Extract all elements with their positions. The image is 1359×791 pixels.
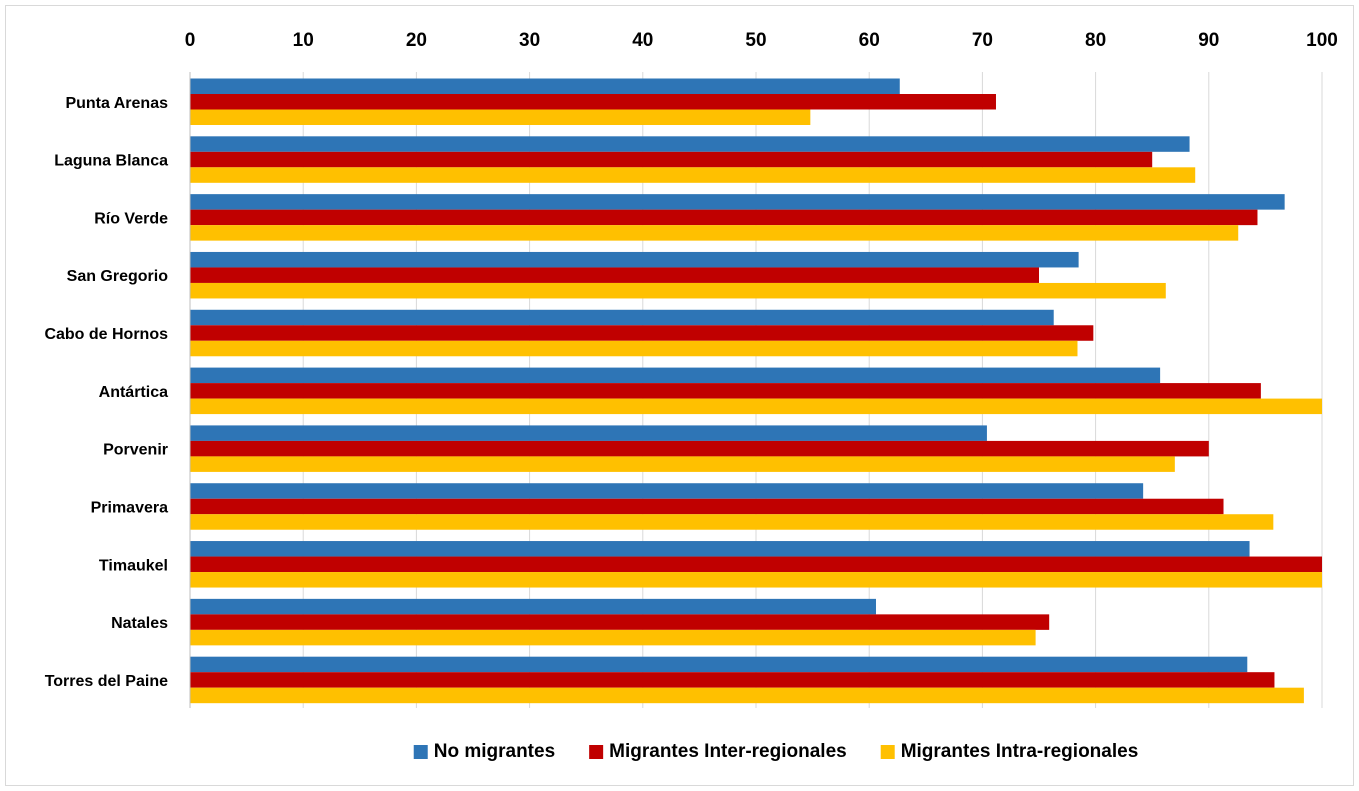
bar bbox=[190, 309, 1054, 326]
bar bbox=[190, 78, 900, 94]
legend-label: No migrantes bbox=[434, 741, 555, 762]
bar bbox=[190, 687, 1304, 704]
legend-swatch bbox=[413, 745, 428, 759]
x-tick-label: 60 bbox=[859, 30, 880, 51]
category-label: Cabo de Hornos bbox=[44, 326, 168, 343]
x-tick-label: 10 bbox=[293, 30, 314, 51]
legend-label: Migrantes Intra-regionales bbox=[901, 741, 1139, 762]
bar bbox=[190, 572, 1322, 588]
bar bbox=[190, 456, 1175, 472]
bar bbox=[190, 340, 1078, 357]
legend-label: Migrantes Inter-regionales bbox=[609, 741, 847, 762]
x-tick-label: 90 bbox=[1198, 30, 1219, 51]
bar bbox=[190, 267, 1039, 283]
bar bbox=[190, 425, 987, 441]
category-label: Primavera bbox=[91, 499, 168, 516]
x-tick-label: 50 bbox=[745, 30, 766, 51]
bar bbox=[190, 398, 1322, 415]
bar bbox=[190, 225, 1239, 241]
bar bbox=[190, 598, 876, 615]
legend: No migrantes Migrantes Inter-regionales Mi… bbox=[413, 741, 1139, 762]
category-label: Torres del Paine bbox=[45, 673, 168, 690]
bar bbox=[190, 556, 1322, 573]
bar bbox=[190, 440, 1209, 457]
bar bbox=[190, 136, 1190, 152]
category-label: Laguna Blanca bbox=[54, 153, 168, 170]
x-tick-label: 0 bbox=[185, 30, 196, 51]
bar bbox=[190, 94, 996, 110]
legend-swatch bbox=[589, 745, 604, 759]
x-tick-label: 100 bbox=[1306, 30, 1338, 51]
bar bbox=[190, 282, 1166, 299]
x-tick-label: 40 bbox=[632, 30, 653, 51]
bars-layer bbox=[190, 78, 1322, 704]
category-label: Río Verde bbox=[94, 210, 168, 227]
x-tick-label: 20 bbox=[406, 30, 427, 51]
bar bbox=[190, 383, 1261, 399]
bar bbox=[190, 514, 1274, 530]
x-tick-label: 70 bbox=[972, 30, 993, 51]
bar bbox=[190, 483, 1144, 499]
bar bbox=[190, 251, 1079, 268]
bar bbox=[190, 151, 1153, 168]
category-label: Natales bbox=[111, 615, 168, 632]
bar bbox=[190, 614, 1050, 630]
category-label: Punta Arenas bbox=[65, 95, 168, 112]
bar bbox=[190, 541, 1250, 557]
bar bbox=[190, 498, 1224, 515]
category-label: San Gregorio bbox=[67, 268, 169, 285]
bar bbox=[190, 109, 811, 125]
x-tick-labels: 0 10 20 30 40 50 60 70 80 90 100 bbox=[185, 30, 1338, 51]
bar bbox=[190, 209, 1258, 226]
category-label: Antártica bbox=[99, 384, 168, 401]
bar bbox=[190, 325, 1094, 341]
bar bbox=[190, 194, 1285, 210]
bar bbox=[190, 629, 1036, 646]
bar bbox=[190, 167, 1196, 183]
bar bbox=[190, 367, 1161, 384]
bar bbox=[190, 672, 1275, 688]
x-tick-label: 30 bbox=[519, 30, 540, 51]
category-label: Porvenir bbox=[103, 442, 168, 459]
category-labels: Punta Arenas Laguna Blanca Río Verde San Gr… bbox=[44, 95, 168, 690]
x-tick-label: 80 bbox=[1085, 30, 1106, 51]
category-label: Timaukel bbox=[99, 557, 168, 574]
legend-swatch bbox=[880, 745, 895, 759]
bar bbox=[190, 656, 1248, 673]
